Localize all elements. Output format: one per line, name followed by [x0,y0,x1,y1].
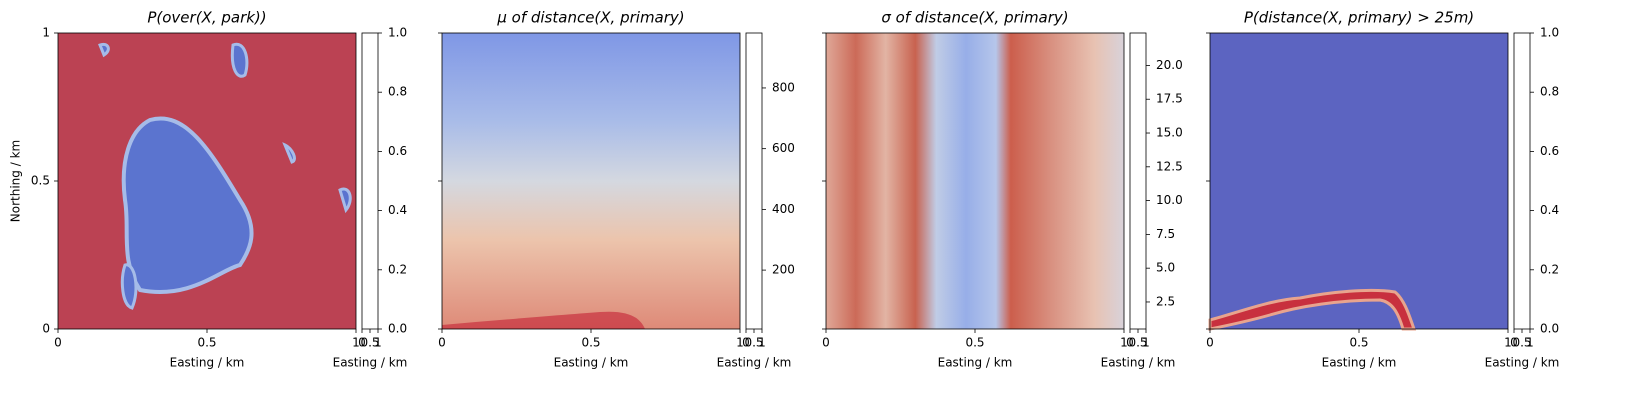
colorbar [745,32,763,330]
colorbar-x-label: Easting / km [1485,356,1560,370]
colorbar-tick-label: 7.5 [1156,227,1175,241]
colorbar-x-label: Easting / km [717,356,792,370]
colorbar-x-tick-label: 1 [758,336,766,350]
x-tick-label: 0 [54,336,62,350]
colorbar-x-tick-label: 0 [1126,336,1134,350]
colorbar-tick-label: 0.4 [1540,203,1559,217]
colorbar-tick-label: 0.0 [1540,322,1559,336]
colorbar [1129,32,1147,330]
chart-title: μ of distance(X, primary) [496,9,684,27]
colorbar-tick-label: 400 [772,202,795,216]
colorbar-x-tick-label: 0.5 [1128,336,1147,350]
x-axis-label: Easting / km [1322,356,1397,370]
x-tick-label: 0.5 [1349,336,1368,350]
colorbar-tick-label: 2.5 [1156,294,1175,308]
chart-title: P(over(X, park)) [147,9,266,27]
colorbar-tick-label: 0.6 [1540,144,1559,158]
colorbar-tick-label: 17.5 [1156,92,1183,106]
x-tick-label: 0 [438,336,446,350]
colorbar-x-tick-label: 0 [1510,336,1518,350]
x-tick-label: 1 [736,336,744,350]
colorbar-tick-label: 0.2 [388,262,407,276]
x-axis-label: Easting / km [938,356,1013,370]
colorbar-x-tick-label: 1 [1526,336,1534,350]
x-tick-label: 1 [1504,336,1512,350]
heatmap-image [58,33,1508,331]
x-axis-label: Easting / km [554,356,629,370]
colorbar [1513,32,1531,330]
colorbar-x-tick-label: 1 [1142,336,1150,350]
colorbar-tick-label: 15.0 [1156,126,1183,140]
colorbar-tick-label: 0.6 [388,144,407,158]
colorbar-tick-label: 0.2 [1540,262,1559,276]
colorbar-x-label: Easting / km [333,356,408,370]
x-tick-label: 0.5 [965,336,984,350]
y-tick-label: 1 [42,26,50,40]
colorbar-tick-label: 0.8 [1540,85,1559,99]
colorbar-tick-label: 0.8 [388,85,407,99]
colorbar-tick-label: 800 [772,80,795,94]
colorbar-tick-label: 5.0 [1156,261,1175,275]
colorbar-x-tick-label: 0.5 [360,336,379,350]
y-tick-label: 0 [42,322,50,336]
colorbar-x-tick-label: 0 [742,336,750,350]
x-tick-label: 0.5 [581,336,600,350]
colorbar-tick-label: 600 [772,141,795,155]
colorbar-tick-label: 20.0 [1156,58,1183,72]
colorbar-tick-label: 12.5 [1156,159,1183,173]
chart-title: σ of distance(X, primary) [881,9,1068,27]
colorbar [361,32,379,330]
colorbar-x-label: Easting / km [1101,356,1176,370]
x-tick-label: 0.5 [197,336,216,350]
colorbar-tick-label: 0.4 [388,203,407,217]
y-tick-label: 0.5 [31,174,50,188]
colorbar-x-tick-label: 0 [358,336,366,350]
colorbar-tick-label: 0.0 [388,322,407,336]
x-tick-label: 0 [822,336,830,350]
colorbar-tick-label: 10.0 [1156,193,1183,207]
colorbar-x-tick-label: 0.5 [1512,336,1531,350]
chart-title: P(distance(X, primary) > 25m) [1244,9,1474,27]
x-tick-label: 1 [352,336,360,350]
x-axis-label: Easting / km [170,356,245,370]
colorbar-tick-label: 200 [772,263,795,277]
x-tick-label: 0 [1206,336,1214,350]
x-tick-label: 1 [1120,336,1128,350]
y-axis-label: Northing / km [9,140,23,222]
colorbar-tick-label: 1.0 [388,26,407,40]
colorbar-x-tick-label: 1 [374,336,382,350]
colorbar-tick-label: 1.0 [1540,26,1559,40]
colorbar-x-tick-label: 0.5 [744,336,763,350]
